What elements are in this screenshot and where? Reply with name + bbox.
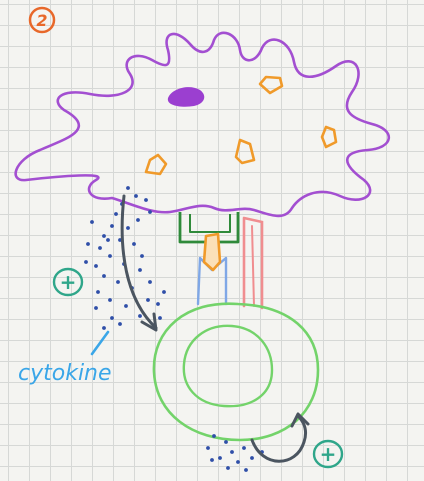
cytokine-dot [144,198,148,202]
cytokine-dot [84,260,88,264]
cytokine-dot [126,186,130,190]
autocrine-arrow [250,414,308,463]
cytokine-dot [226,466,230,470]
step-badge-number: 2 [36,11,47,30]
peptide [202,232,222,272]
cytokine-dot [116,280,120,284]
cytokine-dot [94,306,98,310]
vesicle [258,75,284,95]
cytokine-dot [148,280,152,284]
cytokine-pointer [90,330,110,356]
cytokine-dot [138,314,142,318]
cytokine-dot [102,274,106,278]
cytokine-dot [132,242,136,246]
cytokine-dot [108,298,112,302]
cytokine-dot [206,446,210,450]
cytokine-dot [156,302,160,306]
signal-arrow-head [140,312,158,332]
vesicle [144,153,168,176]
cytokine-dot [138,268,142,272]
antigen-presenting-cell-outline [14,31,391,218]
cytokine-dot [250,456,254,460]
cytokine-dot [106,238,110,242]
step-badge: 2 [28,6,56,34]
cytokine-dot [126,226,130,230]
autocrine-arrow-head [290,412,310,428]
cytokine-dot [124,304,128,308]
cytokine-dot [94,264,98,268]
cytokine-dot [212,434,216,438]
cytokine-dot [110,224,114,228]
cytokine-dot [236,460,240,464]
cytokine-dot [146,298,150,302]
nucleus [167,87,205,107]
plus-sign-left: + [52,267,84,297]
cytokine-dot [230,450,234,454]
coreceptor-inner [251,225,255,307]
signal-arrow [120,194,158,330]
coreceptor [242,216,264,310]
vesicle [234,138,256,165]
cytokine-dot [162,290,166,294]
cytokine-dot [148,210,152,214]
plus-symbol: + [60,270,77,294]
cytokine-dot [158,316,162,320]
vesicles [144,75,338,176]
cytokine-dot [86,242,90,246]
mhc-groove [189,214,231,233]
cytokine-dot [134,194,138,198]
t-cell-outline [152,302,320,442]
cytokine-dot [210,458,214,462]
plus-circle [312,439,344,469]
cytokine-dot [114,212,118,216]
cytokine-dot [244,468,248,472]
step-badge-circle [28,6,56,34]
plus-sign-bottom: + [312,439,344,469]
cytokine-dot [102,234,106,238]
cytokine-dot [102,326,106,330]
cytokine-dot [224,440,228,444]
cytokine-dot [242,446,246,450]
cytokine-dot [90,220,94,224]
cytokine-dot [136,218,140,222]
cytokine-dot [218,456,222,460]
cytokine-dot [96,290,100,294]
plus-circle [52,267,84,297]
cytokine-label: cytokine [18,361,112,386]
cytokine-dot [98,246,102,250]
plus-symbol: + [320,442,337,466]
vesicle [320,125,338,149]
cytokine-dot [108,254,112,258]
cytokine-dot [140,254,144,258]
cytokine-dot [110,316,114,320]
cytokine-dot [118,322,122,326]
t-cell-nucleus [182,324,274,408]
